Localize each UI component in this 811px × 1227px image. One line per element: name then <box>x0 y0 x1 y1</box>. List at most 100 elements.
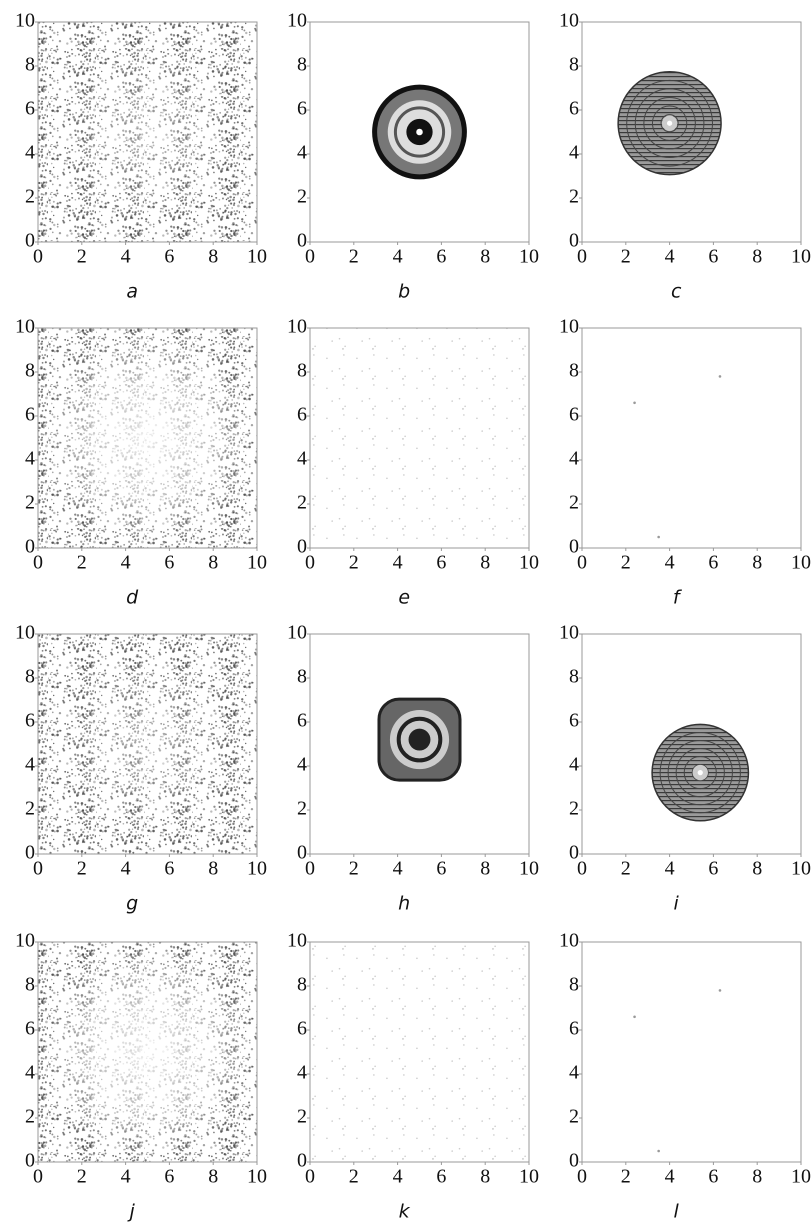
panel-label: l <box>674 1201 680 1223</box>
y-tick-label: 4 <box>25 142 35 164</box>
cloud-shading <box>38 328 257 548</box>
y-tick-label: 10 <box>287 10 307 32</box>
point <box>657 536 660 539</box>
panel: 02468100246810g <box>15 622 267 915</box>
panel-label: h <box>398 893 410 915</box>
point-cluster <box>698 770 703 775</box>
point <box>657 1150 660 1153</box>
y-tick-label: 0 <box>569 536 579 558</box>
x-tick-label: 10 <box>247 1166 267 1188</box>
y-tick-label: 8 <box>297 974 307 996</box>
y-tick-label: 4 <box>25 448 35 470</box>
panel: 02468100246810k <box>287 930 539 1223</box>
x-tick-label: 2 <box>77 552 87 574</box>
x-tick-label: 4 <box>121 552 131 574</box>
x-tick-label: 4 <box>121 858 131 880</box>
y-tick-label: 10 <box>287 622 307 644</box>
y-tick-label: 2 <box>297 492 307 514</box>
panel: 02468100246810l <box>559 930 811 1223</box>
y-tick-label: 4 <box>569 754 579 776</box>
point-cloud <box>310 328 529 548</box>
x-tick-label: 10 <box>791 1166 811 1188</box>
x-tick-label: 10 <box>791 246 811 268</box>
x-tick-label: 4 <box>393 552 403 574</box>
x-tick-label: 8 <box>480 552 490 574</box>
cloud-shading <box>38 942 257 1162</box>
y-tick-label: 6 <box>297 1018 307 1040</box>
panel-label: f <box>673 587 683 609</box>
y-tick-label: 6 <box>569 710 579 732</box>
x-tick-label: 6 <box>436 1166 446 1188</box>
panel-label: e <box>398 587 410 609</box>
x-tick-label: 10 <box>519 552 539 574</box>
x-tick-label: 2 <box>621 552 631 574</box>
x-tick-label: 8 <box>480 1166 490 1188</box>
y-tick-label: 0 <box>25 1150 35 1172</box>
x-tick-label: 8 <box>480 246 490 268</box>
x-tick-label: 8 <box>480 858 490 880</box>
x-tick-label: 6 <box>436 552 446 574</box>
x-tick-label: 6 <box>164 858 174 880</box>
x-tick-label: 2 <box>349 1166 359 1188</box>
y-tick-label: 0 <box>297 536 307 558</box>
y-tick-label: 8 <box>569 54 579 76</box>
x-tick-label: 8 <box>208 1166 218 1188</box>
x-tick-label: 4 <box>665 858 675 880</box>
x-tick-label: 10 <box>247 246 267 268</box>
y-tick-label: 6 <box>297 404 307 426</box>
y-tick-label: 6 <box>569 404 579 426</box>
x-tick-label: 8 <box>752 858 762 880</box>
y-tick-label: 2 <box>297 798 307 820</box>
y-tick-label: 4 <box>569 1062 579 1084</box>
panel: 02468100246810c <box>559 10 811 303</box>
y-tick-label: 4 <box>297 448 307 470</box>
y-tick-label: 10 <box>559 10 579 32</box>
x-tick-label: 2 <box>621 246 631 268</box>
point-cluster <box>416 129 423 136</box>
point <box>633 402 636 405</box>
y-tick-label: 2 <box>297 186 307 208</box>
x-tick-label: 6 <box>436 246 446 268</box>
y-tick-label: 2 <box>297 1106 307 1128</box>
x-tick-label: 4 <box>393 1166 403 1188</box>
point-cluster <box>667 121 672 126</box>
y-tick-label: 2 <box>569 798 579 820</box>
y-tick-label: 8 <box>25 666 35 688</box>
y-tick-label: 10 <box>287 316 307 338</box>
y-tick-label: 4 <box>25 754 35 776</box>
panel: 02468100246810b <box>287 10 539 303</box>
x-tick-label: 8 <box>752 552 762 574</box>
x-tick-label: 10 <box>519 1166 539 1188</box>
y-tick-label: 2 <box>25 492 35 514</box>
x-tick-label: 8 <box>208 552 218 574</box>
x-tick-label: 8 <box>752 246 762 268</box>
y-tick-label: 8 <box>25 54 35 76</box>
panel-label: c <box>671 281 682 303</box>
y-tick-label: 0 <box>297 1150 307 1172</box>
y-tick-label: 0 <box>569 842 579 864</box>
x-tick-label: 2 <box>349 552 359 574</box>
x-tick-label: 10 <box>519 858 539 880</box>
y-tick-label: 2 <box>569 1106 579 1128</box>
y-tick-label: 0 <box>569 230 579 252</box>
y-tick-label: 6 <box>297 710 307 732</box>
y-tick-label: 2 <box>569 186 579 208</box>
y-tick-label: 0 <box>25 230 35 252</box>
x-tick-label: 6 <box>708 1166 718 1188</box>
panel-label: a <box>126 281 138 303</box>
y-tick-label: 2 <box>569 492 579 514</box>
panel-label: k <box>399 1201 411 1223</box>
y-tick-label: 10 <box>287 930 307 952</box>
panel: 02468100246810a <box>15 10 267 303</box>
panel-label: b <box>398 281 410 303</box>
point <box>719 375 722 378</box>
y-tick-label: 0 <box>25 536 35 558</box>
x-tick-label: 10 <box>247 858 267 880</box>
cloud-shading <box>60 44 235 220</box>
x-tick-label: 8 <box>752 1166 762 1188</box>
y-tick-label: 2 <box>25 186 35 208</box>
point <box>719 989 722 992</box>
x-tick-label: 10 <box>519 246 539 268</box>
x-tick-label: 6 <box>164 1166 174 1188</box>
